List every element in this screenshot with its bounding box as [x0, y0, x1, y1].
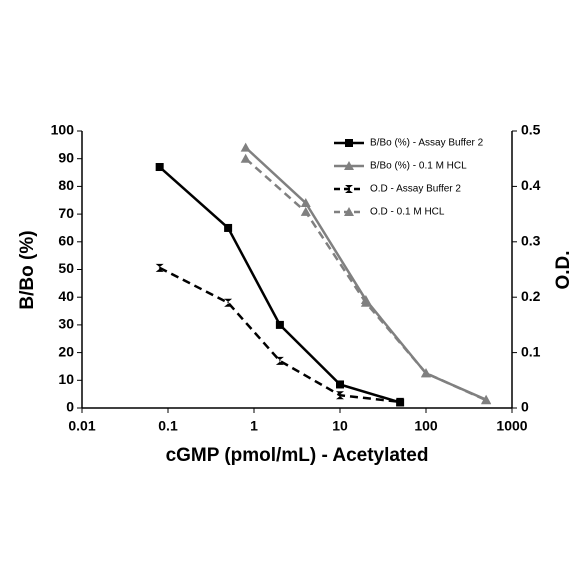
- y2-tick-label: 0.1: [521, 343, 541, 359]
- x-tick-label: 0.1: [158, 418, 178, 434]
- y-tick-label: 50: [58, 260, 74, 276]
- x-tick-label: 1000: [496, 418, 527, 434]
- y-tick-label: 30: [58, 316, 74, 332]
- marker: [224, 298, 233, 307]
- marker: [396, 397, 405, 406]
- y-tick-label: 70: [58, 205, 74, 221]
- y-tick-label: 80: [58, 177, 74, 193]
- marker: [421, 368, 431, 378]
- y-tick-label: 40: [58, 288, 74, 304]
- marker: [240, 142, 251, 152]
- y2-tick-label: 0.5: [521, 122, 541, 138]
- marker: [344, 161, 354, 170]
- marker: [240, 153, 251, 163]
- y-tick-label: 90: [58, 149, 74, 165]
- marker: [336, 391, 344, 400]
- x-tick-label: 1: [250, 418, 258, 434]
- marker: [155, 263, 164, 272]
- x-axis-title: cGMP (pmol/mL) - Acetylated: [166, 445, 429, 466]
- y-tick-label: 60: [58, 233, 74, 249]
- marker: [224, 223, 233, 232]
- marker: [360, 297, 371, 307]
- x-tick-label: 10: [332, 418, 348, 434]
- marker: [155, 163, 164, 172]
- y2-tick-label: 0.2: [521, 288, 541, 304]
- series-line: [158, 166, 401, 404]
- marker: [275, 356, 284, 365]
- marker: [300, 198, 311, 208]
- y2-tick-label: 0: [521, 399, 529, 415]
- marker: [345, 185, 353, 193]
- marker: [481, 395, 492, 405]
- y-tick-label: 10: [58, 371, 74, 387]
- x-tick-label: 0.01: [68, 418, 95, 434]
- marker: [344, 207, 354, 216]
- y-tick-label: 20: [58, 343, 74, 359]
- marker: [300, 206, 311, 216]
- legend-label: O.D - Assay Buffer 2: [370, 184, 461, 195]
- marker: [336, 380, 344, 389]
- y2-tick-label: 0.3: [521, 233, 541, 249]
- legend-label: B/Bo (%) - 0.1 M HCL: [370, 161, 467, 172]
- y-axis-title: B/Bo (%): [17, 230, 38, 309]
- marker: [345, 139, 353, 147]
- legend-label: B/Bo (%) - Assay Buffer 2: [370, 138, 484, 149]
- y-tick-label: 0: [66, 399, 74, 415]
- series-line: [159, 266, 401, 404]
- y2-tick-label: 0.4: [521, 177, 541, 193]
- x-tick-label: 100: [414, 418, 438, 434]
- marker: [275, 320, 284, 329]
- y-tick-label: 100: [51, 122, 75, 138]
- legend-label: O.D - 0.1 M HCL: [370, 207, 445, 218]
- y2-axis-title: O.D.: [553, 250, 574, 289]
